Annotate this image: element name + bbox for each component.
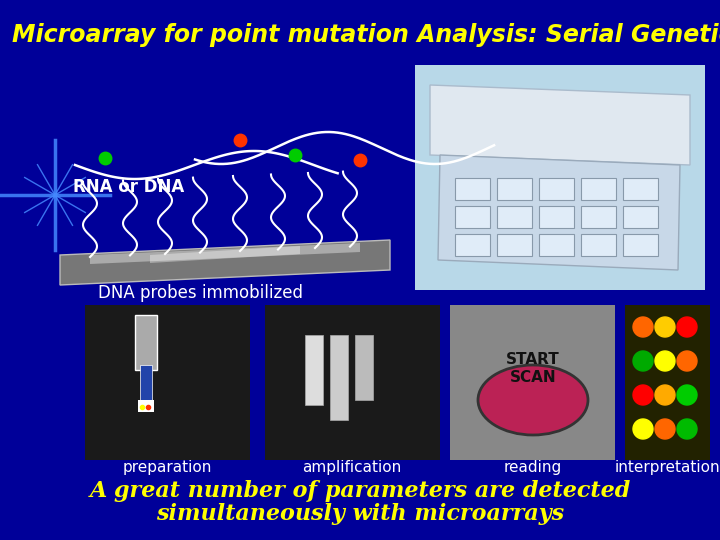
Text: preparation: preparation	[122, 460, 212, 475]
Text: RNA or DNA: RNA or DNA	[73, 178, 184, 196]
Circle shape	[633, 419, 653, 439]
Text: simultaneously with microarrays: simultaneously with microarrays	[156, 503, 564, 525]
Polygon shape	[60, 240, 390, 285]
Bar	[140, 365, 152, 405]
Circle shape	[655, 351, 675, 371]
Bar	[330, 335, 348, 420]
Polygon shape	[90, 243, 360, 264]
Text: interpretation: interpretation	[614, 460, 720, 475]
Circle shape	[655, 385, 675, 405]
Bar	[497, 178, 532, 200]
Bar	[623, 178, 658, 200]
Polygon shape	[150, 246, 300, 263]
Bar	[581, 178, 616, 200]
Bar	[623, 206, 658, 228]
Circle shape	[633, 317, 653, 337]
Bar	[623, 234, 658, 256]
Circle shape	[655, 419, 675, 439]
Polygon shape	[430, 85, 690, 165]
Bar	[355, 335, 373, 400]
Bar	[138, 400, 154, 412]
Bar	[455, 178, 490, 200]
Text: reading: reading	[504, 460, 562, 475]
Circle shape	[655, 317, 675, 337]
Text: DNA probes immobilized: DNA probes immobilized	[97, 284, 302, 302]
Circle shape	[677, 351, 697, 371]
Text: amplification: amplification	[302, 460, 402, 475]
Bar	[625, 305, 710, 460]
Bar	[539, 234, 574, 256]
Bar	[581, 206, 616, 228]
Bar	[455, 234, 490, 256]
Circle shape	[677, 385, 697, 405]
Circle shape	[633, 351, 653, 371]
Bar	[265, 305, 440, 460]
Polygon shape	[438, 155, 680, 270]
Bar	[415, 65, 705, 290]
Ellipse shape	[478, 365, 588, 435]
Bar	[450, 305, 615, 460]
Bar	[135, 315, 157, 370]
Text: A great number of parameters are detected: A great number of parameters are detecte…	[89, 480, 631, 502]
Bar	[455, 206, 490, 228]
Bar	[581, 234, 616, 256]
Circle shape	[677, 419, 697, 439]
Bar	[497, 206, 532, 228]
Bar	[539, 178, 574, 200]
Circle shape	[677, 317, 697, 337]
Text: START: START	[506, 353, 560, 368]
Text: Microarray for point mutation Analysis: Serial Genetics/ATL R&D: Microarray for point mutation Analysis: …	[12, 23, 720, 47]
Bar	[85, 305, 250, 460]
Circle shape	[633, 385, 653, 405]
Bar	[305, 335, 323, 405]
Text: SCAN: SCAN	[510, 369, 557, 384]
Bar	[497, 234, 532, 256]
Bar	[539, 206, 574, 228]
